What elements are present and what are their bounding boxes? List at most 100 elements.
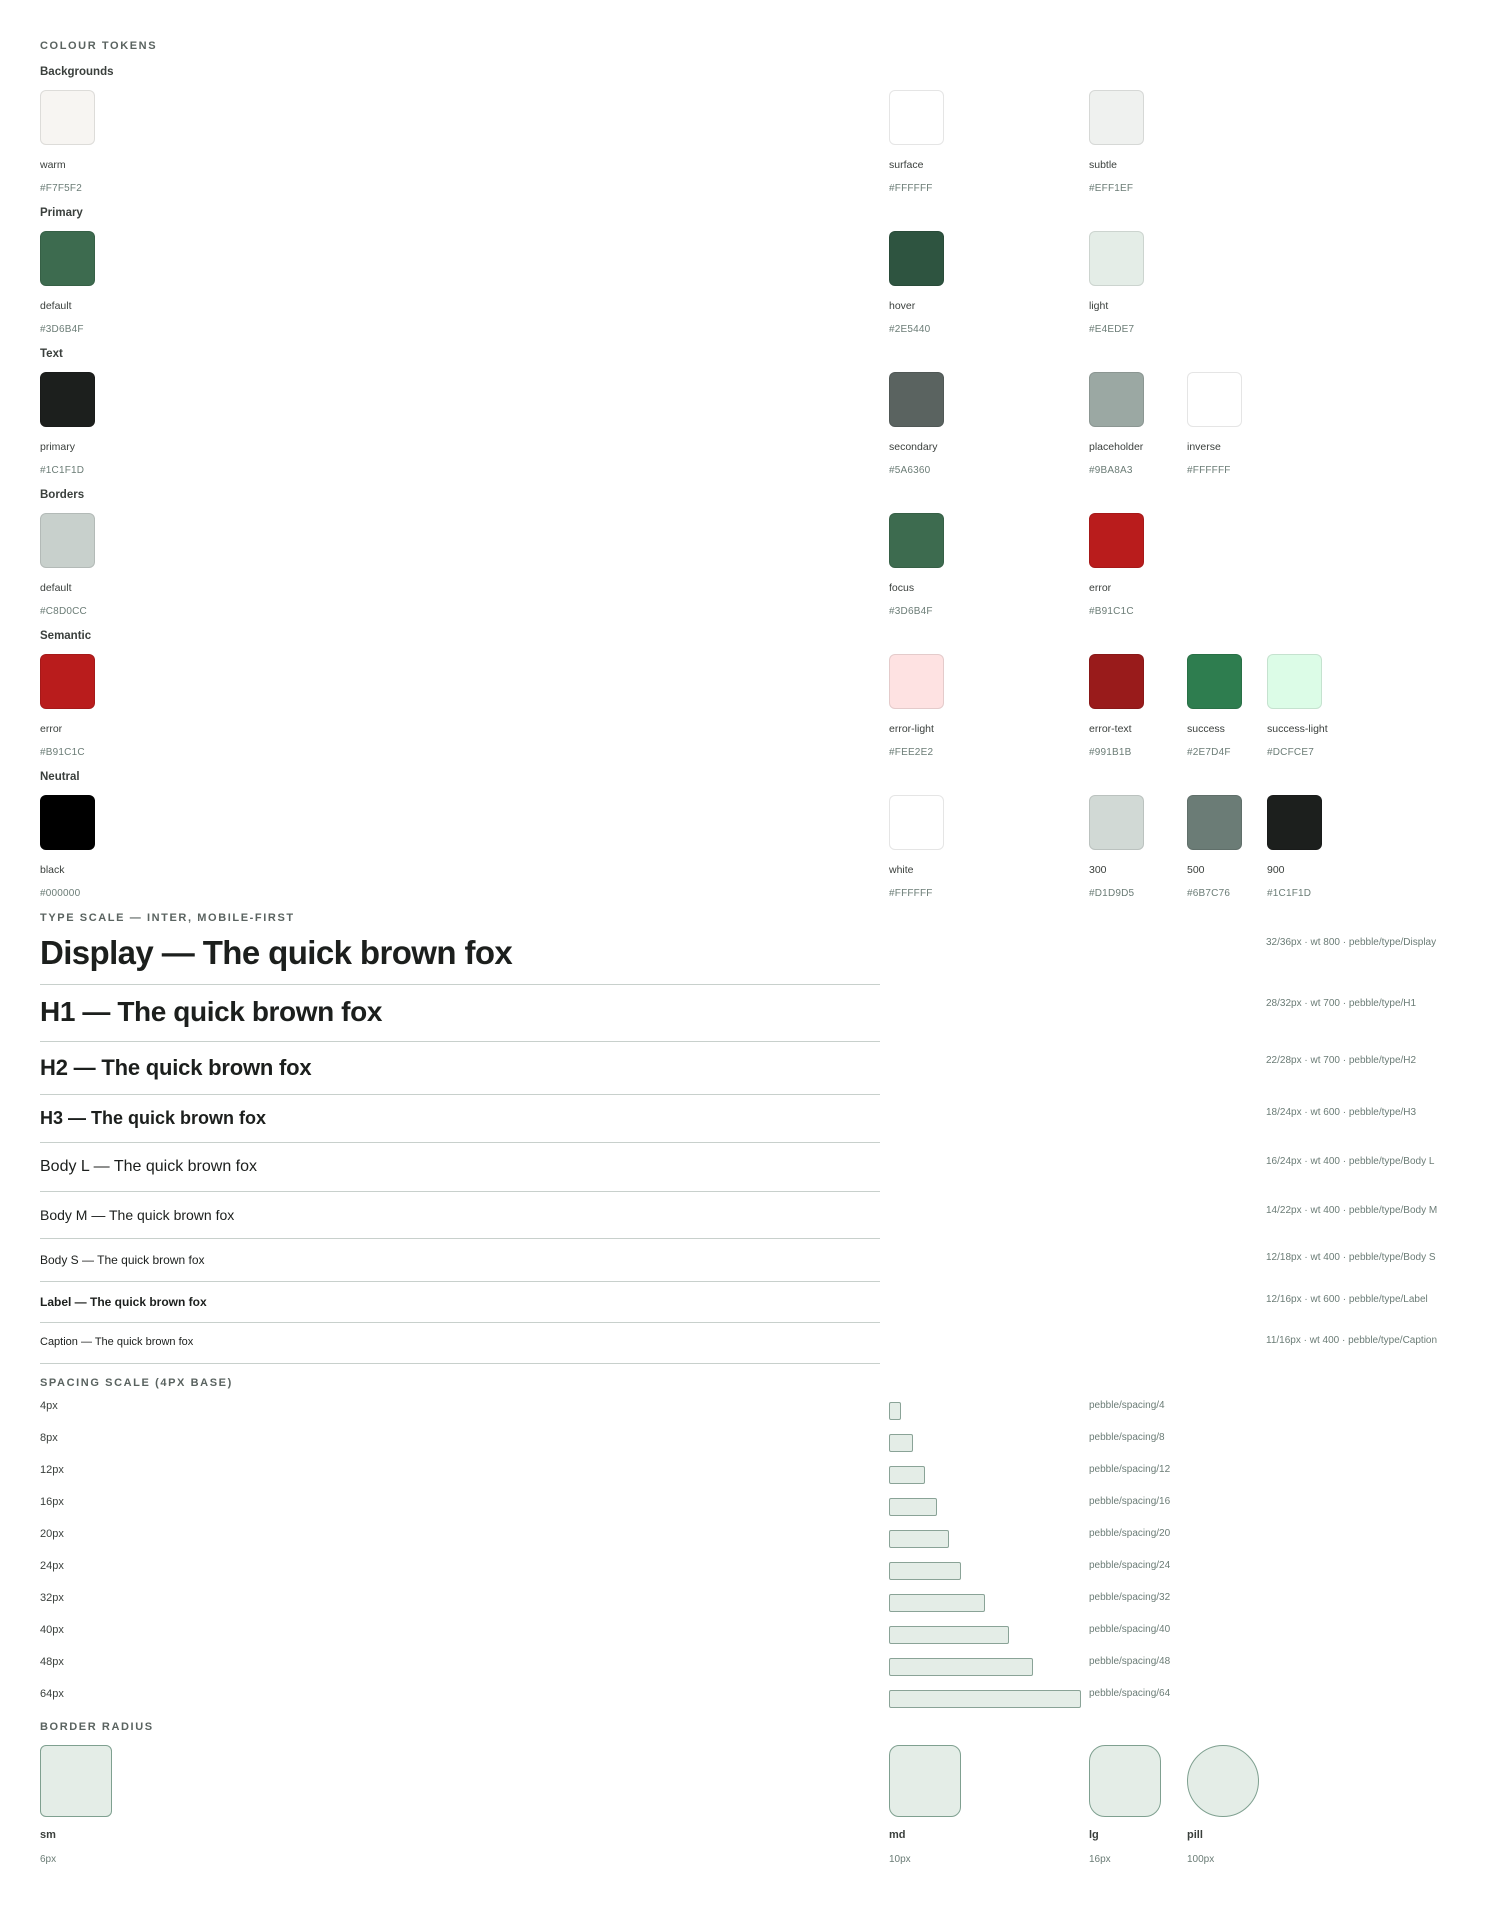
radius-value: 6px	[40, 1854, 57, 1865]
swatch-name: focus	[889, 582, 915, 594]
swatch-hex: #000000	[40, 888, 81, 899]
swatch-primary-light	[1089, 231, 1144, 286]
swatch-name: error-light	[889, 723, 934, 735]
swatch-semantic-error-light	[889, 654, 944, 709]
spacing-bar	[889, 1658, 1033, 1676]
spacing-label: 40px	[40, 1624, 64, 1636]
radius-value: 16px	[1089, 1854, 1111, 1865]
type-sample-body-l: Body L — The quick brown fox	[40, 1158, 257, 1175]
swatch-name: success-light	[1267, 723, 1328, 735]
swatch-name: success	[1187, 723, 1225, 735]
type-meta-body-s: 12/18px · wt 400 · pebble/type/Body S	[1266, 1252, 1436, 1263]
group-semantic-title: Semantic	[40, 630, 92, 642]
swatch-name: 900	[1267, 864, 1285, 876]
swatch-name: secondary	[889, 441, 938, 453]
swatch-neutral-500	[1187, 795, 1242, 850]
swatch-hex: #FFFFFF	[1187, 465, 1231, 476]
spacing-token: pebble/spacing/24	[1089, 1560, 1171, 1571]
swatch-text-primary	[40, 372, 95, 427]
type-sample-display: Display — The quick brown fox	[40, 934, 513, 971]
swatch-bg-warm	[40, 90, 95, 145]
swatch-name: light	[1089, 300, 1109, 312]
swatch-hex: #EFF1EF	[1089, 183, 1134, 194]
group-neutral-title: Neutral	[40, 771, 80, 783]
radius-value: 100px	[1187, 1854, 1215, 1865]
swatch-hex: #FFFFFF	[889, 888, 933, 899]
spacing-token: pebble/spacing/40	[1089, 1624, 1171, 1635]
swatch-bg-subtle	[1089, 90, 1144, 145]
type-divider	[40, 1363, 880, 1364]
swatch-name: surface	[889, 159, 924, 171]
spacing-token: pebble/spacing/4	[1089, 1400, 1165, 1411]
colour-tokens-heading: COLOUR TOKENS	[40, 40, 158, 52]
swatch-name: primary	[40, 441, 76, 453]
spacing-label: 32px	[40, 1592, 64, 1604]
spacing-bar	[889, 1434, 913, 1452]
spacing-bar	[889, 1594, 985, 1612]
swatch-primary-default	[40, 231, 95, 286]
spacing-token: pebble/spacing/48	[1089, 1656, 1171, 1667]
type-meta-h1: 28/32px · wt 700 · pebble/type/H1	[1266, 998, 1417, 1009]
radius-name: lg	[1089, 1829, 1099, 1841]
swatch-text-secondary	[889, 372, 944, 427]
swatch-border-focus	[889, 513, 944, 568]
group-borders-title: Borders	[40, 489, 85, 501]
swatch-name: hover	[889, 300, 916, 312]
swatch-hex: #B91C1C	[40, 747, 85, 758]
group-text-title: Text	[40, 348, 63, 360]
type-divider	[40, 1322, 880, 1323]
swatch-name: error	[40, 723, 63, 735]
radius-sample-sm	[40, 1745, 112, 1817]
swatch-bg-surface	[889, 90, 944, 145]
swatch-hex: #9BA8A3	[1089, 465, 1133, 476]
spacing-bar	[889, 1402, 901, 1420]
spacing-token: pebble/spacing/12	[1089, 1464, 1171, 1475]
border-radius-heading: BORDER RADIUS	[40, 1721, 154, 1733]
radius-name: sm	[40, 1829, 56, 1841]
swatch-semantic-success	[1187, 654, 1242, 709]
swatch-name: warm	[40, 159, 66, 171]
spacing-bar	[889, 1530, 949, 1548]
swatch-name: subtle	[1089, 159, 1118, 171]
radius-sample-pill	[1187, 1745, 1259, 1817]
spacing-bar	[889, 1690, 1081, 1708]
swatch-hex: #1C1F1D	[1267, 888, 1312, 899]
swatch-semantic-error	[40, 654, 95, 709]
swatch-hex: #2E5440	[889, 324, 931, 335]
swatch-text-inverse	[1187, 372, 1242, 427]
spacing-token: pebble/spacing/16	[1089, 1496, 1171, 1507]
type-sample-caption: Caption — The quick brown fox	[40, 1336, 194, 1348]
type-divider	[40, 1281, 880, 1282]
type-meta-h3: 18/24px · wt 600 · pebble/type/H3	[1266, 1107, 1417, 1118]
radius-sample-lg	[1089, 1745, 1161, 1817]
swatch-semantic-success-light	[1267, 654, 1322, 709]
group-backgrounds-title: Backgrounds	[40, 66, 114, 78]
swatch-hex: #5A6360	[889, 465, 931, 476]
type-meta-body-l: 16/24px · wt 400 · pebble/type/Body L	[1266, 1156, 1435, 1167]
spacing-label: 48px	[40, 1656, 64, 1668]
swatch-name: white	[889, 864, 914, 876]
swatch-name: error	[1089, 582, 1112, 594]
spacing-label: 20px	[40, 1528, 64, 1540]
swatch-border-error	[1089, 513, 1144, 568]
type-sample-h1: H1 — The quick brown fox	[40, 996, 382, 1027]
type-meta-display: 32/36px · wt 800 · pebble/type/Display	[1266, 937, 1437, 948]
swatch-hex: #F7F5F2	[40, 183, 82, 194]
radius-name: pill	[1187, 1829, 1203, 1841]
swatch-name: 300	[1089, 864, 1107, 876]
spacing-bar	[889, 1498, 937, 1516]
type-sample-label: Label — The quick brown fox	[40, 1295, 207, 1309]
spacing-label: 8px	[40, 1432, 58, 1444]
swatch-neutral-black	[40, 795, 95, 850]
swatch-name: default	[40, 300, 72, 312]
swatch-hex: #FEE2E2	[889, 747, 934, 758]
type-scale-heading: TYPE SCALE — INTER, MOBILE-FIRST	[40, 912, 295, 924]
type-divider	[40, 1094, 880, 1095]
spacing-label: 4px	[40, 1400, 58, 1412]
swatch-hex: #DCFCE7	[1267, 747, 1314, 758]
swatch-name: inverse	[1187, 441, 1221, 453]
spacing-bar	[889, 1466, 925, 1484]
swatch-hex: #1C1F1D	[40, 465, 85, 476]
spacing-label: 16px	[40, 1496, 64, 1508]
